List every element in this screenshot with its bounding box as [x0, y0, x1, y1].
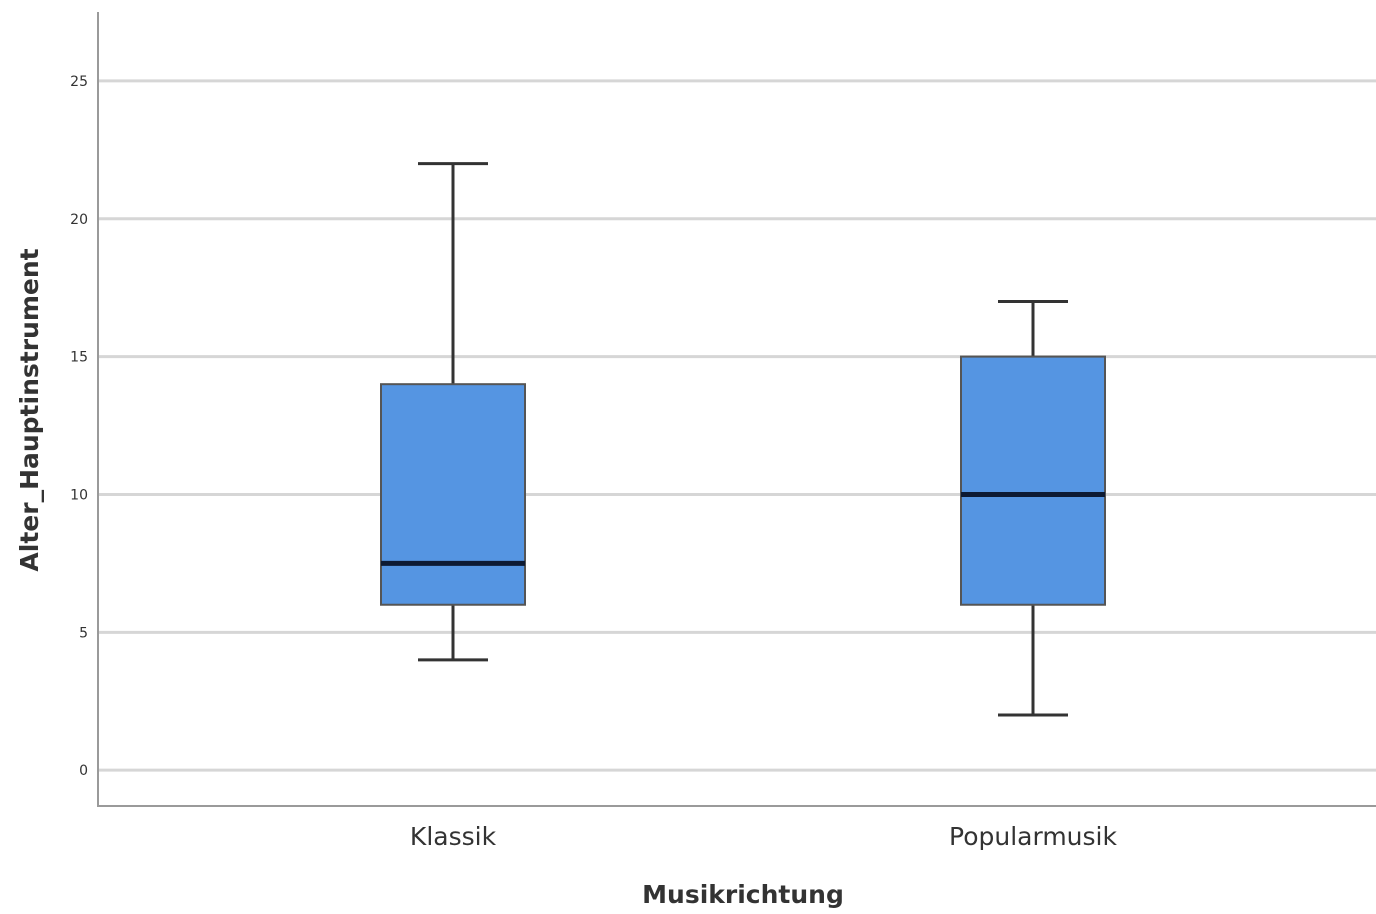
x-tick-label-klassik: Klassik	[410, 822, 497, 851]
axes	[97, 12, 1376, 807]
y-tick-label: 5	[79, 625, 88, 641]
y-tick-label: 10	[70, 487, 88, 503]
box-group-popularmusik	[960, 299, 1106, 717]
x-tick-label-popularmusik: Popularmusik	[949, 822, 1117, 851]
x-category-labels: Klassik Popularmusik	[410, 822, 1118, 851]
box-group-klassik	[380, 162, 526, 662]
iqr-box	[380, 383, 526, 606]
boxes	[380, 162, 1106, 717]
y-tick-labels: 0 5 10 15 20 25	[70, 74, 88, 779]
y-tick-label: 15	[70, 350, 88, 366]
y-tick-label: 0	[79, 763, 88, 779]
x-axis-title: Musikrichtung	[642, 880, 844, 909]
plot-frame	[97, 12, 1376, 807]
gridlines	[99, 79, 1376, 772]
y-tick-label: 25	[70, 74, 88, 90]
iqr-box	[960, 355, 1106, 606]
y-axis-title: Alter_Hauptinstrument	[15, 248, 44, 571]
y-tick-label: 20	[70, 212, 88, 228]
